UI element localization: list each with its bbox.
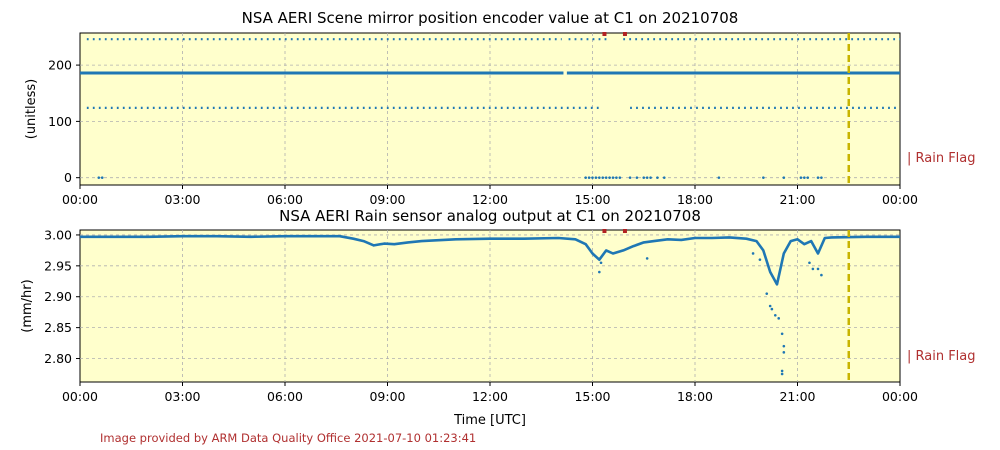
ticks-bottom: 00:00 03:00 06:00 09:00 12:00 15:00 18:00 21:00…	[44, 227, 918, 404]
data-point	[97, 176, 101, 179]
rain-flag-marker	[622, 229, 627, 233]
rain-flag-label-bottom: | Rain Flag	[907, 349, 976, 364]
rain-flag-label-top: | Rain Flag	[907, 151, 976, 166]
x-tick-label: 06:00	[267, 389, 303, 404]
chart-title-top: NSA AERI Scene mirror position encoder v…	[242, 9, 739, 27]
x-tick-label: 15:00	[574, 192, 610, 207]
x-tick-label: 09:00	[369, 192, 405, 207]
x-tick-label: 21:00	[779, 192, 815, 207]
grid-top	[80, 33, 900, 185]
data-point	[762, 176, 765, 179]
x-tick-label: 09:00	[369, 389, 405, 404]
chart-title-bottom: NSA AERI Rain sensor analog output at C1…	[279, 207, 701, 225]
y-tick-label: 2.85	[44, 320, 72, 335]
data-point	[780, 369, 784, 373]
x-tick-label: 00:00	[62, 192, 98, 207]
chart-bottom: 00:00 03:00 06:00 09:00 12:00 15:00 18:00 21:00…	[20, 207, 976, 428]
data-point	[635, 176, 639, 179]
rain-flag-marker	[602, 32, 607, 36]
x-tick-label: 18:00	[677, 192, 713, 207]
data-point	[780, 372, 784, 376]
data-point	[611, 176, 615, 179]
data-point	[717, 176, 721, 179]
data-point	[820, 273, 823, 277]
y-tick-label: 2.80	[44, 351, 72, 366]
y-tick-label: 3.00	[44, 227, 72, 242]
x-tick-label: 06:00	[267, 192, 303, 207]
data-point	[803, 176, 806, 179]
data-point	[598, 176, 601, 179]
data-point	[604, 176, 608, 179]
data-point	[628, 176, 632, 179]
plot-area-top	[79, 32, 901, 186]
data-point	[642, 176, 646, 179]
x-tick-label: 18:00	[677, 389, 713, 404]
data-point	[100, 176, 104, 179]
data-point	[598, 270, 601, 274]
data-point	[584, 176, 587, 179]
data-point	[615, 176, 618, 179]
data-point	[770, 307, 774, 311]
rain-flag-marker	[602, 229, 607, 233]
data-point	[773, 313, 777, 317]
data-point	[808, 261, 811, 265]
data-point	[591, 176, 594, 179]
x-axis-label-bottom: Time [UTC]	[453, 413, 526, 428]
data-point	[594, 176, 598, 179]
y-axis-label-bottom: (mm/hr)	[20, 279, 35, 332]
ticks-top: 00:00 03:00 06:00 09:00 12:00 15:00 18:00 21:00…	[48, 58, 918, 207]
x-tick-label: 12:00	[472, 192, 508, 207]
data-point	[782, 351, 786, 354]
y-tick-label: 0	[64, 170, 72, 185]
y-axis-label-top: (unitless)	[24, 79, 39, 140]
plot-area-bottom	[79, 229, 901, 383]
data-point	[649, 176, 652, 179]
data-point	[656, 176, 659, 179]
data-point	[816, 176, 820, 179]
y-tick-label: 200	[48, 58, 72, 73]
data-point	[599, 261, 603, 265]
data-point	[751, 252, 755, 255]
data-point	[777, 317, 781, 320]
series-bottom	[80, 229, 900, 382]
x-tick-label: 00:00	[882, 192, 918, 207]
rain-flag-marker	[622, 32, 627, 36]
data-point	[662, 176, 666, 179]
data-point	[782, 344, 786, 348]
x-tick-label: 03:00	[164, 389, 200, 404]
data-point	[768, 304, 772, 308]
data-point	[758, 258, 762, 261]
data-point	[811, 267, 815, 271]
x-tick-label: 12:00	[472, 389, 508, 404]
data-point	[608, 176, 611, 179]
data-point	[820, 176, 823, 179]
x-tick-label: 15:00	[574, 389, 610, 404]
data-point	[765, 292, 769, 295]
x-tick-label: 21:00	[779, 389, 815, 404]
data-point	[645, 257, 649, 260]
data-point	[782, 176, 786, 179]
data-point	[601, 176, 605, 179]
data-point	[806, 176, 810, 179]
data-trace	[80, 234, 900, 286]
data-point	[780, 332, 784, 336]
x-tick-label: 00:00	[882, 389, 918, 404]
chart-top: 00:00 03:00 06:00 09:00 12:00 15:00 18:00 21:00…	[24, 9, 976, 207]
y-tick-label: 2.90	[44, 289, 72, 304]
data-point	[645, 176, 649, 179]
x-tick-label: 00:00	[62, 389, 98, 404]
grid-bottom	[80, 230, 900, 382]
y-tick-label: 100	[48, 114, 72, 129]
data-point	[587, 176, 591, 179]
image-credit: Image provided by ARM Data Quality Offic…	[100, 431, 476, 445]
series-top	[80, 32, 900, 185]
data-point	[799, 176, 803, 179]
data-point	[618, 176, 622, 179]
y-tick-label: 2.95	[44, 258, 72, 273]
data-point	[816, 267, 820, 271]
x-tick-label: 03:00	[164, 192, 200, 207]
